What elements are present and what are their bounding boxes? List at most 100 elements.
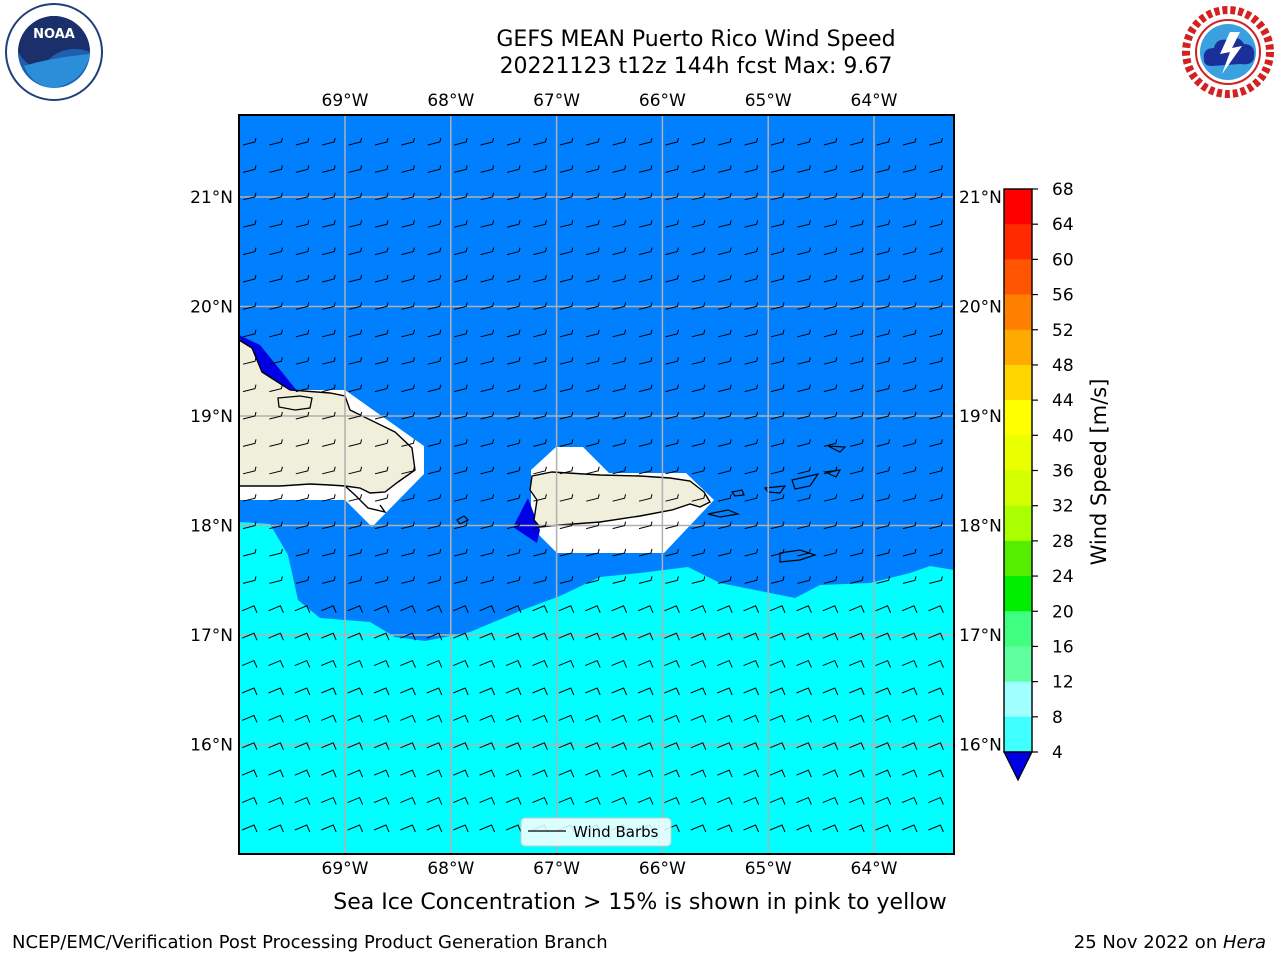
wind-barb [718, 384, 732, 393]
wind-barb [665, 302, 679, 310]
wind-barb [268, 714, 284, 723]
wind-barb [321, 824, 337, 833]
wind-barb [612, 247, 627, 256]
wind-barb [718, 411, 732, 420]
wind-barb [321, 796, 337, 805]
wind-barb [744, 494, 759, 502]
lat-label-right: 16°N [959, 736, 1002, 756]
wind-barb [638, 137, 653, 146]
wind-barb [505, 659, 522, 668]
wind-barb [902, 165, 917, 173]
wind-barb [823, 466, 838, 475]
wind-barb [559, 494, 574, 502]
wind-barb [770, 548, 785, 557]
wind-barb [479, 769, 496, 778]
wind-barb [664, 714, 680, 723]
wind-barb [427, 411, 442, 420]
wind-barb [850, 466, 864, 475]
wind-barb [850, 274, 864, 283]
wind-barb [427, 329, 442, 338]
wind-barb [480, 411, 495, 420]
wind-barb [770, 466, 785, 475]
wind-barb [348, 302, 363, 310]
wind-barb [505, 605, 522, 613]
wind-barb [611, 714, 628, 723]
wind-barb [586, 357, 600, 365]
wind-barb [295, 165, 310, 173]
wind-barb [506, 384, 521, 393]
wind-barb [268, 796, 284, 805]
colorbar-segment [1004, 364, 1032, 401]
wind-barb [322, 439, 336, 447]
wind-barb [454, 521, 468, 530]
wind-barb [427, 494, 442, 502]
colorbar-label: Wind Speed [m/s] [1087, 379, 1111, 566]
wind-barb [480, 384, 495, 393]
noaa-logo-text: NOAA [33, 27, 75, 42]
wind-barb [322, 357, 336, 365]
colorbar-tick-label: 28 [1052, 532, 1074, 552]
wind-barb [929, 274, 943, 283]
wind-barb [901, 605, 918, 613]
wind-barb [480, 576, 495, 584]
wind-barb [717, 687, 733, 696]
wind-barb [506, 274, 521, 283]
wind-barb [242, 165, 257, 173]
colorbar-tick-label: 60 [1052, 250, 1074, 270]
wind-barb [242, 494, 257, 502]
wind-barb [770, 302, 785, 310]
wind-barb [505, 769, 522, 778]
wind-barb [241, 632, 258, 641]
wind-barb [823, 329, 838, 338]
wind-barb [769, 742, 786, 750]
wind-barb [744, 521, 759, 530]
wind-barb [585, 714, 601, 723]
island-vieques [707, 509, 741, 518]
wind-barb [321, 714, 337, 723]
wind-barb [348, 357, 363, 365]
wind-barb [876, 384, 891, 393]
wind-barb [902, 411, 917, 420]
lat-label-right: 20°N [959, 298, 1002, 318]
wind-barb [691, 274, 706, 283]
lon-label-top: 68°W [427, 91, 474, 111]
wind-barb [691, 247, 706, 256]
wind-barb [586, 329, 600, 338]
speed-region-below-4-mona [513, 498, 540, 543]
colorbar-tick-label: 8 [1052, 708, 1063, 728]
wind-barb [533, 192, 547, 201]
wind-barb [241, 687, 258, 696]
lon-label-bottom: 64°W [851, 859, 898, 879]
wind-barb [691, 192, 706, 201]
wind-barb [374, 357, 389, 365]
wind-barb [295, 329, 310, 338]
wind-barb [533, 411, 547, 420]
lon-label-bottom: 67°W [533, 859, 580, 879]
island-virgin-1 [763, 485, 787, 494]
wind-barb [374, 466, 389, 475]
wind-barb [585, 659, 601, 668]
wind-barb [769, 687, 786, 696]
wind-barb [294, 659, 311, 668]
wind-barb [269, 165, 283, 173]
wind-barb [373, 687, 390, 696]
wind-barb [533, 302, 547, 310]
wind-barb [586, 439, 600, 447]
wind-barb [348, 466, 363, 475]
wind-barb [480, 192, 495, 201]
wind-barb [586, 247, 600, 256]
wind-barb [770, 439, 785, 447]
wind-barb [637, 605, 654, 613]
wind-barb [691, 494, 706, 502]
wind-barb [637, 796, 654, 805]
wind-barb [558, 687, 575, 696]
wind-barb [506, 357, 521, 365]
wind-barb [321, 742, 337, 750]
wind-barb [690, 659, 707, 668]
nws-logo-icon [1181, 5, 1275, 99]
wind-barb [559, 439, 574, 447]
wind-barb [797, 357, 811, 365]
wind-barb [664, 659, 680, 668]
wind-barb [269, 329, 283, 338]
wind-barb [876, 302, 891, 310]
